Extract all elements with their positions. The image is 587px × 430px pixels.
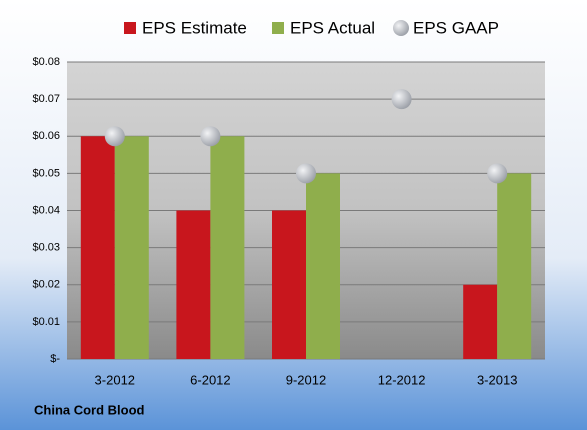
legend-label: EPS Actual <box>290 18 375 37</box>
x-tick-label: 6-2012 <box>190 372 230 387</box>
legend-swatch <box>393 20 409 36</box>
gaap-marker <box>487 163 508 184</box>
y-tick-label: $0.04 <box>32 204 60 216</box>
y-tick-label: $- <box>50 353 60 365</box>
y-tick-label: $0.05 <box>32 167 60 179</box>
y-tick-label: $0.07 <box>32 93 60 105</box>
y-tick-label: $0.08 <box>32 56 60 68</box>
bar <box>272 210 306 359</box>
gaap-marker <box>200 126 221 147</box>
y-tick-label: $0.02 <box>32 279 60 291</box>
bar <box>176 210 211 359</box>
x-tick-label: 3-2013 <box>477 372 517 387</box>
gaap-marker <box>104 126 125 147</box>
y-tick-label: $0.03 <box>32 242 60 254</box>
y-tick-label: $0.01 <box>32 316 60 328</box>
bar <box>210 136 245 359</box>
bar <box>463 284 498 359</box>
y-tick-label: $0.06 <box>32 130 60 142</box>
x-tick-label: 3-2012 <box>95 372 135 387</box>
legend-swatch <box>124 22 136 34</box>
gaap-marker <box>391 89 412 110</box>
bar <box>80 136 115 359</box>
x-tick-label: 9-2012 <box>286 372 326 387</box>
gaap-marker <box>296 163 316 184</box>
legend-label: EPS GAAP <box>413 18 499 37</box>
bar <box>497 173 532 359</box>
legend-label: EPS Estimate <box>142 18 247 37</box>
footer: China Cord Blood <box>34 402 145 417</box>
x-tick-label: 12-2012 <box>378 372 426 387</box>
bar <box>306 173 340 359</box>
legend-swatch <box>272 22 284 34</box>
bar <box>114 136 149 359</box>
